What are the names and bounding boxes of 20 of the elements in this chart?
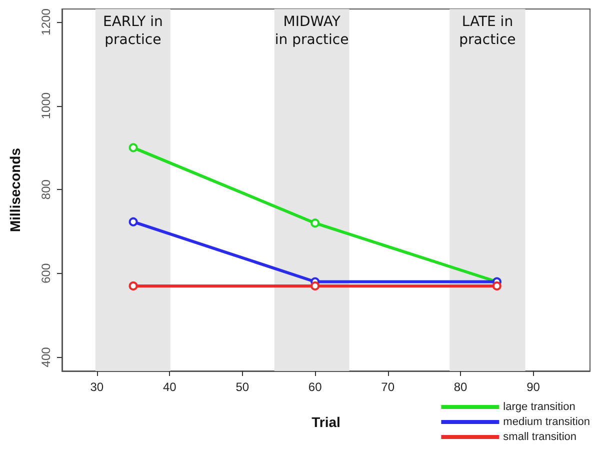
y-axis-title: Milliseconds bbox=[7, 148, 23, 232]
text: large transition bbox=[503, 401, 576, 413]
y-tick-label: 600 bbox=[39, 263, 53, 284]
x-tick-label: 40 bbox=[162, 380, 177, 394]
text: medium transition bbox=[503, 416, 590, 428]
x-tick-label: 50 bbox=[236, 380, 250, 394]
x-tick-label: 60 bbox=[308, 380, 322, 394]
x-tick-label: 90 bbox=[526, 380, 540, 394]
y-tick-label: 1200 bbox=[39, 8, 53, 36]
band-label: MIDWAY in practice bbox=[274, 14, 349, 48]
x-axis-title: Trial bbox=[312, 414, 340, 430]
band-label: LATE in practice bbox=[459, 14, 516, 48]
x-tick-label: 70 bbox=[381, 380, 395, 394]
text: small transition bbox=[503, 431, 577, 443]
y-tick-label: 800 bbox=[39, 179, 53, 200]
x-tick-label: 80 bbox=[454, 380, 468, 394]
band-label: EARLY in practice bbox=[102, 14, 163, 48]
x-tick-label: 30 bbox=[90, 380, 104, 394]
y-tick-label: 1000 bbox=[39, 92, 53, 120]
y-tick-label: 400 bbox=[39, 346, 53, 368]
